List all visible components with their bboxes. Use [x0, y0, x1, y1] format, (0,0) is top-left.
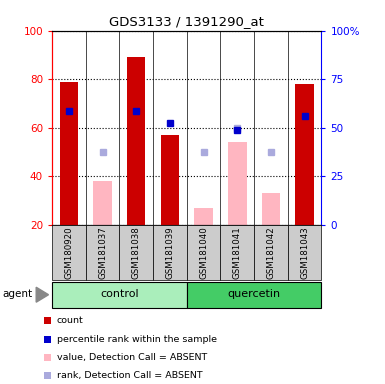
Text: GSM181043: GSM181043	[300, 226, 309, 279]
Text: GSM181040: GSM181040	[199, 226, 208, 279]
Bar	[187, 282, 321, 308]
Bar	[93, 181, 112, 225]
Text: GSM180920: GSM180920	[64, 226, 73, 279]
Bar	[85, 225, 119, 280]
Text: rank, Detection Call = ABSENT: rank, Detection Call = ABSENT	[57, 371, 203, 381]
Text: percentile rank within the sample: percentile rank within the sample	[57, 334, 217, 344]
Text: GSM181038: GSM181038	[132, 226, 141, 279]
Bar	[52, 282, 187, 308]
Bar	[161, 135, 179, 225]
Bar	[194, 208, 213, 225]
Text: agent: agent	[2, 289, 32, 299]
Bar	[228, 142, 246, 225]
Bar	[262, 193, 280, 225]
Polygon shape	[36, 287, 49, 302]
Bar	[295, 84, 314, 225]
Text: quercetin: quercetin	[228, 289, 281, 299]
Text: control: control	[100, 289, 139, 299]
Text: value, Detection Call = ABSENT: value, Detection Call = ABSENT	[57, 353, 207, 362]
Text: GSM181042: GSM181042	[266, 226, 275, 279]
Bar	[288, 225, 321, 280]
Bar	[220, 225, 254, 280]
Bar	[187, 225, 220, 280]
Bar	[254, 225, 288, 280]
Bar	[119, 225, 153, 280]
Title: GDS3133 / 1391290_at: GDS3133 / 1391290_at	[109, 15, 264, 28]
Text: GSM181041: GSM181041	[233, 226, 242, 279]
Text: count: count	[57, 316, 84, 325]
Bar	[153, 225, 187, 280]
Text: GSM181039: GSM181039	[166, 226, 174, 279]
Bar	[52, 225, 85, 280]
Text: GSM181037: GSM181037	[98, 226, 107, 279]
Bar	[60, 82, 78, 225]
Bar	[127, 57, 146, 225]
